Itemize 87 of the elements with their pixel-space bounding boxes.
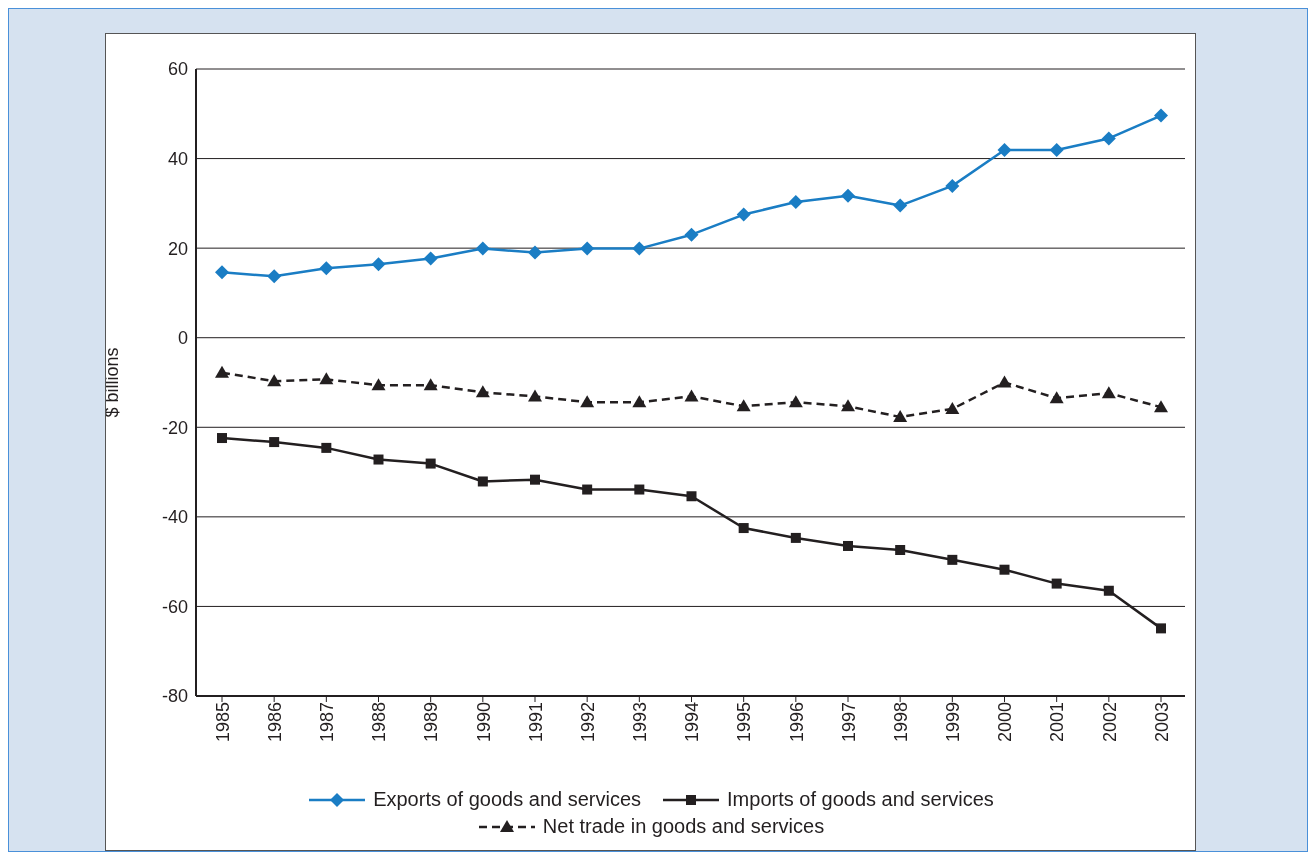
point xyxy=(580,395,595,408)
point xyxy=(267,269,282,284)
x-tick-label: 1992 xyxy=(577,702,598,743)
point xyxy=(1154,400,1168,413)
point xyxy=(997,375,1012,388)
point xyxy=(999,564,1010,575)
point xyxy=(371,378,386,391)
point xyxy=(580,241,595,256)
x-tick-label: 1996 xyxy=(786,702,807,743)
y-tick-label: 60 xyxy=(167,59,188,80)
x-tick-label: 1994 xyxy=(682,702,703,743)
point xyxy=(477,476,488,487)
point xyxy=(788,195,803,210)
point xyxy=(686,491,697,502)
point xyxy=(736,399,751,412)
point xyxy=(788,395,803,408)
x-tick-label: 1988 xyxy=(369,702,390,743)
legend-label: Net trade in goods and services xyxy=(542,815,825,838)
x-tick-label: 1995 xyxy=(734,702,755,743)
point xyxy=(319,372,334,385)
point xyxy=(423,251,438,266)
point xyxy=(423,378,438,391)
x-tick-label: 2003 xyxy=(1151,702,1172,743)
y-tick-label: -60 xyxy=(161,596,188,617)
x-tick-label: 1998 xyxy=(890,702,911,743)
point xyxy=(843,540,853,551)
point xyxy=(373,454,384,465)
point xyxy=(371,257,386,272)
point xyxy=(736,207,751,222)
point xyxy=(632,395,647,408)
legend-label: Imports of goods and services xyxy=(727,788,994,811)
point xyxy=(895,545,906,555)
x-tick-label: 1993 xyxy=(630,702,651,743)
point xyxy=(321,442,332,453)
x-tick-label: 1990 xyxy=(473,702,494,743)
x-tick-label: 1999 xyxy=(943,702,964,743)
point xyxy=(893,198,908,213)
point xyxy=(1101,386,1116,399)
x-tick-label: 1986 xyxy=(264,702,285,743)
point xyxy=(634,484,645,495)
point xyxy=(684,227,699,242)
point xyxy=(841,188,855,203)
legend-label: Exports of goods and services xyxy=(373,788,642,811)
point xyxy=(1101,131,1116,146)
point xyxy=(530,474,540,485)
y-tick-label: 0 xyxy=(177,328,188,349)
x-tick-label: 1997 xyxy=(838,702,859,743)
point xyxy=(947,554,958,565)
point xyxy=(528,245,542,260)
y-tick-label: 20 xyxy=(167,238,188,259)
x-tick-label: 2002 xyxy=(1099,702,1120,743)
point xyxy=(269,437,280,448)
x-tick-label: 1989 xyxy=(421,702,442,743)
point xyxy=(1154,108,1168,123)
point xyxy=(217,433,227,444)
point xyxy=(1049,391,1064,404)
point xyxy=(632,241,647,256)
point xyxy=(267,374,282,387)
y-tick-label: 40 xyxy=(167,148,188,169)
x-tick-label: 2000 xyxy=(995,702,1016,743)
x-tick-label: 1985 xyxy=(212,702,233,743)
point xyxy=(475,241,490,256)
point xyxy=(528,389,542,402)
y-tick-label: -20 xyxy=(161,417,188,438)
x-tick-label: 2001 xyxy=(1047,702,1068,743)
point xyxy=(215,265,229,280)
point xyxy=(684,389,699,402)
point xyxy=(1156,623,1166,634)
point xyxy=(893,409,908,422)
point xyxy=(425,458,436,469)
point xyxy=(945,401,960,414)
point xyxy=(1103,585,1114,596)
point xyxy=(319,261,334,276)
y-tick-label: -40 xyxy=(161,507,188,528)
point xyxy=(790,532,801,543)
point xyxy=(841,399,855,412)
x-tick-label: 1987 xyxy=(317,702,338,743)
y-tick-label: -80 xyxy=(161,686,188,707)
x-tick-label: 1991 xyxy=(525,702,546,743)
point xyxy=(475,385,490,398)
point xyxy=(738,523,749,534)
point xyxy=(582,484,593,495)
point xyxy=(1049,143,1064,158)
point xyxy=(997,143,1012,158)
point xyxy=(945,178,960,193)
point xyxy=(215,365,229,378)
point xyxy=(1051,578,1062,589)
